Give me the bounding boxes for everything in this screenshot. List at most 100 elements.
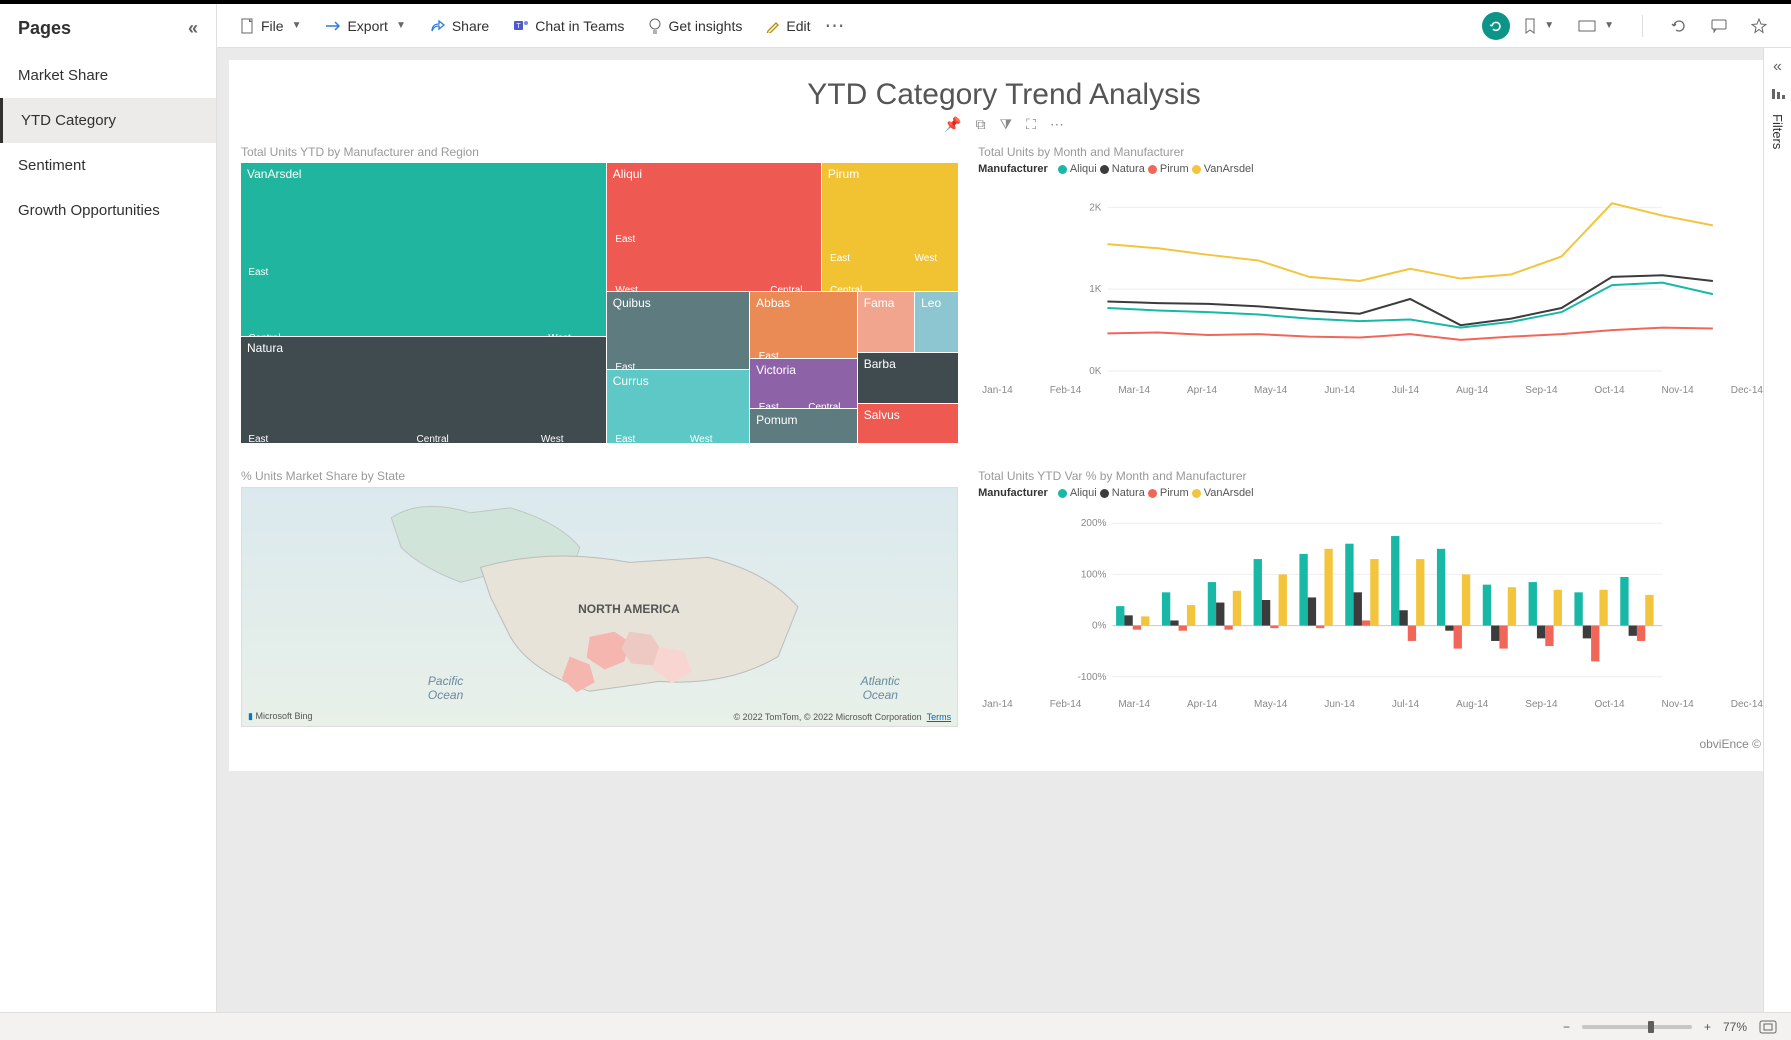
edit-button[interactable]: Edit [756, 12, 820, 40]
export-icon [325, 19, 341, 33]
chat-teams-button[interactable]: TChat in Teams [503, 12, 634, 40]
toolbar-more-icon[interactable]: ⋯ [825, 13, 847, 38]
map-pacific-label: Pacific Ocean [428, 674, 463, 702]
map-title: % Units Market Share by State [241, 469, 958, 483]
file-menu[interactable]: File▼ [231, 12, 311, 40]
map-bing-label: ▮ Microsoft Bing [248, 711, 313, 722]
comment-button[interactable] [1701, 13, 1737, 39]
visual-more-icon[interactable]: ⋯ [1050, 116, 1064, 133]
linechart-xaxis: Jan-14Feb-14Mar-14Apr-14May-14Jun-14Jul-… [978, 385, 1767, 396]
focus-icon[interactable]: ⛶ [1026, 116, 1036, 133]
file-icon [241, 18, 255, 34]
svg-text:-100%: -100% [1078, 672, 1107, 683]
filter-icon[interactable]: ⧩ [1000, 116, 1013, 133]
barchart-legend: Manufacturer Aliqui Natura Pirum VanArsd… [978, 487, 1767, 499]
treemap-cell[interactable]: Leo [915, 292, 958, 354]
view-icon [1578, 20, 1596, 32]
zoom-slider[interactable] [1582, 1025, 1692, 1029]
zoom-in-button[interactable]: + [1704, 1020, 1711, 1034]
chevron-down-icon: ▼ [292, 20, 302, 31]
page-item[interactable]: Sentiment [0, 143, 216, 188]
page-item[interactable]: Growth Opportunities [0, 188, 216, 233]
star-icon [1751, 18, 1767, 34]
treemap-cell[interactable]: VictoriaEastCentral [750, 359, 858, 409]
treemap-cell[interactable]: Pomum [750, 409, 858, 443]
insights-button[interactable]: Get insights [638, 12, 752, 40]
map-copyright: © 2022 TomTom, © 2022 Microsoft Corporat… [733, 712, 951, 722]
linechart-legend: Manufacturer Aliqui Natura Pirum VanArsd… [978, 163, 1767, 175]
svg-text:1K: 1K [1089, 284, 1102, 295]
treemap-cell[interactable]: NaturaEastCentralWest [241, 337, 607, 443]
pin-icon[interactable]: 📌 [944, 116, 961, 133]
fit-page-icon[interactable] [1759, 1020, 1777, 1034]
share-icon [430, 19, 446, 33]
barchart-title: Total Units YTD Var % by Month and Manuf… [978, 469, 1767, 483]
treemap-title: Total Units YTD by Manufacturer and Regi… [241, 145, 958, 159]
treemap-cell[interactable]: AliquiEastWestCentral [607, 163, 822, 292]
treemap-cell[interactable]: VanArsdelEastCentralWest [241, 163, 607, 337]
treemap-cell[interactable]: QuibusEast [607, 292, 750, 370]
filters-label: Filters [1770, 114, 1785, 149]
page-item[interactable]: YTD Category [0, 98, 216, 143]
report-title: YTD Category Trend Analysis [241, 78, 1767, 112]
refresh-icon [1671, 18, 1687, 34]
pencil-icon [766, 19, 780, 33]
action-toolbar: File▼ Export▼ Share TChat in Teams Get i… [217, 4, 1791, 48]
map-container[interactable]: NORTH AMERICA Pacific Ocean Atlantic Oce… [241, 487, 958, 727]
svg-text:100%: 100% [1081, 569, 1107, 580]
status-bar: − + 77% [0, 1012, 1791, 1040]
linechart-title: Total Units by Month and Manufacturer [978, 145, 1767, 159]
chevron-down-icon: ▼ [396, 20, 406, 31]
pages-sidebar: Pages « Market ShareYTD CategorySentimen… [0, 4, 217, 1040]
report-canvas-wrap[interactable]: YTD Category Trend Analysis 📌 ⧉ ⧩ ⛶ ⋯ To… [217, 48, 1791, 1040]
report-footer: obviEnce © [241, 737, 1767, 751]
comment-icon [1711, 19, 1727, 33]
linechart-svg: 0K 1K 2K [978, 181, 1767, 381]
reset-button[interactable] [1482, 12, 1510, 40]
map-terms-link[interactable]: Terms [927, 712, 952, 722]
zoom-value: 77% [1723, 1020, 1747, 1034]
expand-filters-icon[interactable]: « [1773, 58, 1782, 76]
copy-icon[interactable]: ⧉ [976, 116, 986, 133]
bulb-icon [648, 18, 662, 34]
treemap-cell[interactable]: AbbasEast [750, 292, 858, 359]
bookmark-icon [1524, 18, 1536, 34]
treemap-cell[interactable]: Barba [858, 353, 958, 403]
treemap-cell[interactable]: Salvus [858, 404, 958, 443]
bookmark-button[interactable]: ▼ [1514, 12, 1564, 40]
barchart-svg: -100% 0% 100% 200% [978, 505, 1767, 695]
chevron-down-icon: ▼ [1604, 20, 1614, 31]
visual-actions: 📌 ⧉ ⧩ ⛶ ⋯ [241, 116, 1767, 133]
svg-text:0K: 0K [1089, 366, 1102, 377]
barchart-visual[interactable]: Total Units YTD Var % by Month and Manuf… [978, 463, 1767, 727]
divider [1642, 15, 1643, 37]
filters-icon [1771, 88, 1785, 102]
barchart-xaxis: Jan-14Feb-14Mar-14Apr-14May-14Jun-14Jul-… [978, 699, 1767, 710]
svg-text:200%: 200% [1081, 518, 1107, 529]
map-continent-label: NORTH AMERICA [578, 602, 680, 616]
chevron-down-icon: ▼ [1544, 20, 1554, 31]
refresh-button[interactable] [1661, 12, 1697, 40]
treemap-cell[interactable]: PirumEastWestCentral [822, 163, 958, 292]
svg-text:0%: 0% [1092, 621, 1107, 632]
teams-icon: T [513, 18, 529, 34]
report-canvas: YTD Category Trend Analysis 📌 ⧉ ⧩ ⛶ ⋯ To… [229, 60, 1779, 771]
treemap-visual[interactable]: Total Units YTD by Manufacturer and Regi… [241, 139, 958, 443]
favorite-button[interactable] [1741, 12, 1777, 40]
sidebar-title: Pages [18, 18, 71, 39]
share-button[interactable]: Share [420, 12, 499, 40]
svg-text:T: T [517, 23, 522, 30]
page-item[interactable]: Market Share [0, 53, 216, 98]
treemap-cell[interactable]: CurrusEastWest [607, 370, 750, 443]
svg-text:2K: 2K [1089, 202, 1102, 213]
filters-rail[interactable]: « Filters [1763, 48, 1791, 1040]
map-atlantic-label: Atlantic Ocean [861, 674, 900, 702]
treemap-cell[interactable]: Fama [858, 292, 915, 354]
collapse-sidebar-icon[interactable]: « [188, 18, 198, 39]
export-menu[interactable]: Export▼ [315, 12, 415, 40]
map-visual[interactable]: % Units Market Share by State NORTH AMER… [241, 463, 958, 727]
zoom-out-button[interactable]: − [1563, 1020, 1570, 1034]
view-button[interactable]: ▼ [1568, 14, 1624, 38]
reset-icon [1488, 18, 1504, 34]
linechart-visual[interactable]: Total Units by Month and Manufacturer Ma… [978, 139, 1767, 443]
